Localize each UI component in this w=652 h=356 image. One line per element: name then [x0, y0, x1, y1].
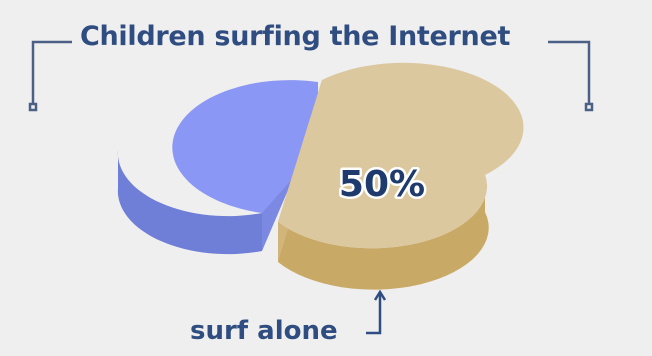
slice-label-pointer: [366, 289, 387, 335]
chart-title: Children surfing the Internet: [80, 21, 511, 52]
slice-label-surf-alone: surf alone: [190, 316, 338, 346]
title-bracket: [28, 40, 594, 112]
pie-slice-other: [117, 80, 318, 255]
slice-value-label: 50%: [339, 164, 425, 205]
pie-slice-surf-alone: [278, 62, 524, 290]
